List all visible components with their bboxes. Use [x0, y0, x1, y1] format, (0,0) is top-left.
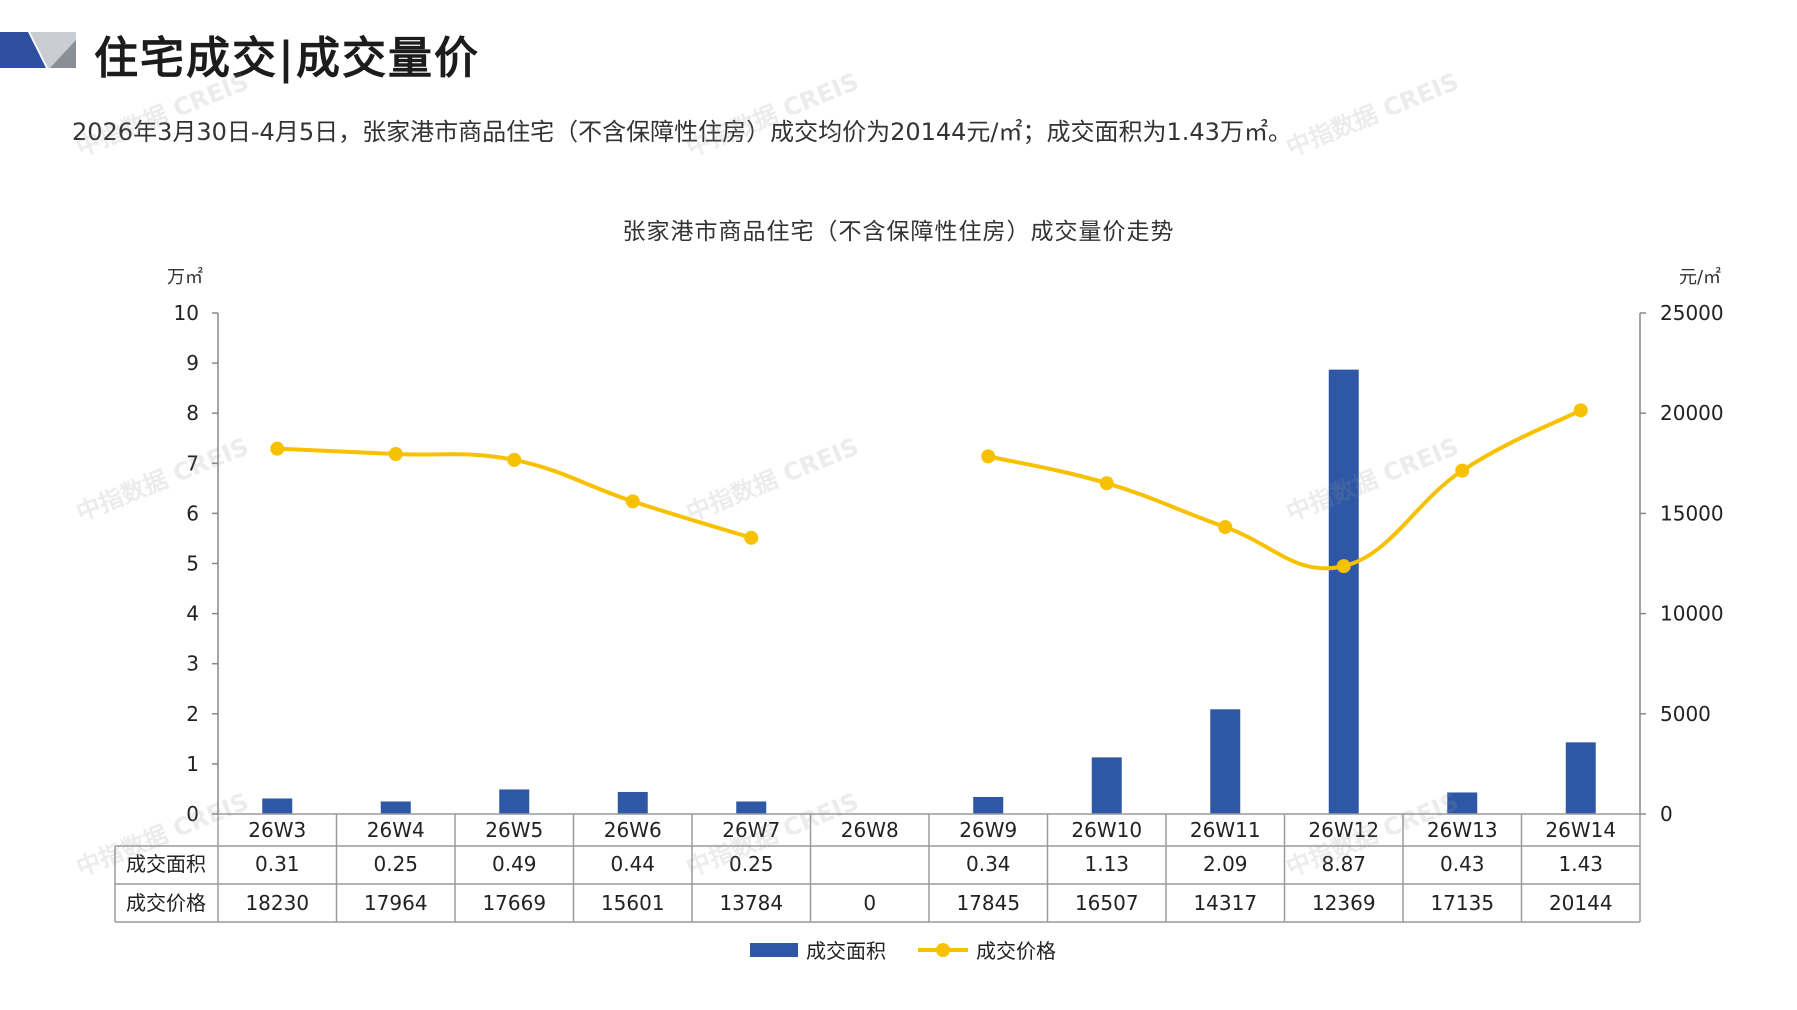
price-data-label: 17964: [364, 891, 428, 915]
price-data-label: 0: [863, 891, 876, 915]
price-data-label: 14317: [1193, 891, 1257, 915]
area-data-label: 1.43: [1558, 852, 1603, 876]
right-axis-tick-label: 5000: [1660, 702, 1711, 726]
price-data-label: 16507: [1075, 891, 1139, 915]
right-axis-tick-label: 0: [1660, 802, 1673, 826]
price-data-label: 12369: [1312, 891, 1376, 915]
logo-icon: [0, 32, 76, 68]
price-point-26W4: [388, 447, 403, 462]
x-tick-label: 26W5: [485, 818, 543, 842]
price-line-segment: [987, 408, 1582, 571]
area-data-label: 0.49: [492, 852, 537, 876]
right-axis-tick-label: 20000: [1660, 401, 1724, 425]
right-axis-tick-label: 25000: [1660, 301, 1724, 325]
area-data-label: 0.31: [255, 852, 300, 876]
area-data-label: 2.09: [1203, 852, 1248, 876]
x-tick-label: 26W14: [1545, 818, 1616, 842]
table-row-header-area: 成交面积: [126, 852, 206, 876]
left-axis-tick-label: 4: [186, 602, 199, 626]
price-point-26W6: [625, 494, 640, 509]
left-axis-tick-label: 9: [186, 351, 199, 375]
x-tick-label: 26W8: [841, 818, 899, 842]
right-axis-tick-label: 10000: [1660, 602, 1724, 626]
left-axis-tick-label: 7: [186, 451, 199, 475]
bar-26W11: [1210, 709, 1241, 814]
x-tick-label: 26W6: [604, 818, 662, 842]
legend-bar-label: 成交面积: [806, 939, 886, 963]
price-point-26W13: [1455, 463, 1470, 478]
left-axis-tick-label: 5: [186, 552, 199, 576]
area-data-label: 8.87: [1321, 852, 1366, 876]
bar-26W10: [1091, 757, 1122, 814]
left-axis-unit: 万㎡: [167, 266, 203, 288]
price-data-label: 15601: [601, 891, 665, 915]
x-tick-label: 26W4: [367, 818, 425, 842]
price-point-26W9: [981, 449, 996, 464]
page-title: 住宅成交|成交量价: [94, 33, 481, 84]
price-point-26W5: [507, 452, 522, 467]
price-data-label: 17135: [1430, 891, 1494, 915]
price-point-26W10: [1099, 476, 1114, 491]
bar-26W6: [617, 791, 648, 814]
area-data-label: 0.25: [373, 852, 418, 876]
price-data-label: 18230: [245, 891, 309, 915]
area-data-label: 0.25: [729, 852, 774, 876]
bar-26W9: [973, 796, 1004, 814]
summary-text: 2026年3月30日-4月5日，张家港市商品住宅（不含保障性住房）成交均价为20…: [72, 118, 1292, 146]
legend-line-marker: [936, 943, 950, 957]
left-axis-tick-label: 8: [186, 401, 199, 425]
x-tick-label: 26W7: [722, 818, 780, 842]
bar-26W5: [499, 789, 530, 814]
x-tick-label: 26W9: [959, 818, 1017, 842]
left-axis-tick-label: 2: [186, 702, 199, 726]
price-point-26W11: [1218, 520, 1233, 535]
left-axis-tick-label: 10: [174, 301, 199, 325]
bar-26W13: [1447, 792, 1478, 814]
bar-26W3: [262, 798, 293, 814]
table-row-header-price: 成交价格: [126, 891, 206, 915]
x-tick-label: 26W3: [248, 818, 306, 842]
right-axis-tick-label: 15000: [1660, 501, 1724, 525]
bar-26W4: [380, 801, 411, 814]
area-data-label: 0.34: [966, 852, 1011, 876]
price-point-26W3: [270, 441, 285, 456]
bar-26W7: [736, 801, 767, 814]
price-data-label: 13784: [719, 891, 783, 915]
price-point-26W14: [1573, 403, 1588, 418]
legend-line-label: 成交价格: [976, 939, 1056, 963]
price-data-label: 20144: [1549, 891, 1613, 915]
left-axis-tick-label: 6: [186, 501, 199, 525]
chart-title: 张家港市商品住宅（不含保障性住房）成交量价走势: [622, 219, 1175, 245]
price-data-label: 17845: [956, 891, 1020, 915]
area-data-label: 0.43: [1440, 852, 1485, 876]
right-axis-unit: 元/㎡: [1679, 266, 1721, 288]
page-header: 住宅成交|成交量价: [0, 18, 1797, 84]
bar-26W12: [1328, 369, 1359, 814]
price-data-label: 17669: [482, 891, 546, 915]
price-point-26W7: [744, 530, 759, 545]
left-axis-tick-label: 1: [186, 752, 199, 776]
bar-26W14: [1565, 742, 1596, 814]
area-data-label: 0.44: [610, 852, 655, 876]
x-tick-label: 26W10: [1071, 818, 1142, 842]
x-tick-label: 26W12: [1308, 818, 1379, 842]
left-axis-tick-label: 3: [186, 652, 199, 676]
x-tick-label: 26W11: [1190, 818, 1261, 842]
price-point-26W12: [1336, 559, 1351, 574]
x-tick-label: 26W13: [1427, 818, 1498, 842]
legend-bar-swatch: [750, 943, 798, 957]
left-axis-tick-label: 0: [186, 802, 199, 826]
area-data-label: 1.13: [1084, 852, 1129, 876]
